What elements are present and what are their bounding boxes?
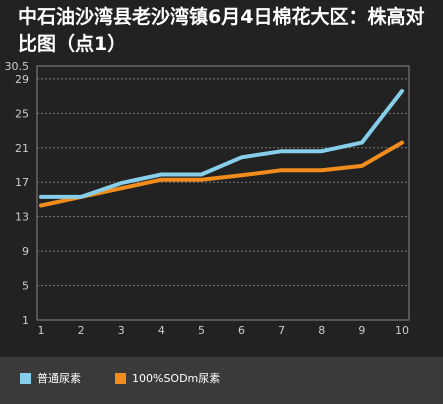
plot-frame [36,65,410,321]
x-tick-label: 5 [198,324,205,337]
series-lines [39,89,404,208]
y-tick-label: 1 [22,314,29,327]
legend-swatch-0 [20,372,31,384]
chart-title: 中石油沙湾县老沙湾镇6月4日棉花大区：株高对比图（点1） [18,6,425,55]
y-tick-label: 13 [15,211,29,224]
x-tick-label: 1 [38,324,45,337]
y-tick-label: 25 [15,107,29,120]
y-tick-label: 5 [22,280,29,293]
y-tick-label: 29 [15,73,29,86]
legend-item-0: 普通尿素 [20,368,81,388]
x-tick-label: 10 [395,324,409,337]
y-tick-label: 9 [22,245,29,258]
y-tick-label: 21 [15,142,29,155]
x-tick-label: 8 [318,324,325,337]
y-tick-label: 30.5 [5,60,30,73]
legend-swatch-1 [115,372,126,384]
series-line-0 [39,89,404,199]
y-tick-label: 17 [15,176,29,189]
x-tick-label: 7 [278,324,285,337]
legend-label-1: 100%SODm尿素 [132,372,221,385]
x-tick-label: 6 [238,324,245,337]
grid-lines [37,78,409,287]
legend: 普通尿素 100%SODm尿素 [0,357,443,404]
legend-label-0: 普通尿素 [37,372,81,385]
x-tick-label: 2 [78,324,85,337]
x-tick-label: 3 [118,324,125,337]
x-tick-labels: 1 2 3 4 5 6 7 8 9 10 [38,324,410,337]
legend-item-1: 100%SODm尿素 [115,368,220,388]
series-line-1 [39,140,404,208]
x-tick-label: 4 [158,324,165,337]
x-tick-label: 9 [358,324,365,337]
